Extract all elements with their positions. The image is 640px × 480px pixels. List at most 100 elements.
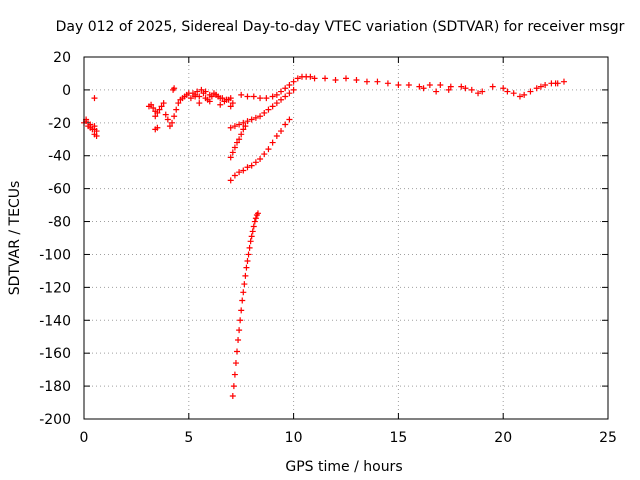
data-point	[91, 95, 98, 102]
data-point	[322, 75, 329, 82]
data-point	[227, 95, 234, 102]
data-point	[263, 95, 270, 102]
data-point	[166, 123, 173, 130]
y-tick-label: -20	[48, 116, 71, 132]
data-point	[239, 297, 246, 304]
data-point	[244, 164, 251, 171]
data-point	[420, 85, 427, 92]
data-point	[257, 95, 264, 102]
data-point	[552, 80, 559, 87]
data-point	[230, 383, 237, 390]
y-tick-label: -160	[39, 346, 71, 362]
y-tick-label: -60	[48, 182, 71, 198]
data-point	[173, 106, 180, 113]
data-point	[246, 244, 253, 251]
data-point	[384, 80, 391, 87]
data-point	[169, 119, 176, 126]
data-point	[416, 83, 423, 90]
data-point	[160, 100, 167, 107]
data-point	[245, 251, 252, 258]
y-tick-label: -180	[39, 379, 71, 395]
x-tick-label: 5	[184, 430, 193, 446]
data-point	[240, 119, 247, 126]
data-point	[235, 337, 242, 344]
data-point	[227, 103, 234, 110]
data-point	[257, 113, 264, 120]
data-point	[154, 124, 161, 131]
data-point	[251, 218, 258, 225]
data-point	[206, 91, 213, 98]
data-point	[234, 348, 241, 355]
data-point	[241, 281, 248, 288]
data-point	[395, 81, 402, 88]
data-point	[236, 136, 243, 143]
data-point	[231, 371, 238, 378]
y-tick-label: 0	[62, 83, 71, 99]
data-point	[458, 83, 465, 90]
data-point	[479, 88, 486, 95]
x-tick-label: 20	[494, 430, 512, 446]
data-point	[202, 95, 209, 102]
data-point	[533, 85, 540, 92]
data-point	[278, 88, 285, 95]
data-point	[290, 78, 297, 85]
data-point	[229, 392, 236, 399]
series-pre-dawn	[145, 85, 236, 133]
data-point	[353, 77, 360, 84]
data-point	[537, 83, 544, 90]
data-point	[250, 93, 257, 100]
data-point	[273, 132, 280, 139]
data-point	[219, 95, 226, 102]
data-point	[242, 123, 249, 130]
data-point	[93, 132, 100, 139]
data-point	[213, 91, 220, 98]
data-point	[437, 81, 444, 88]
data-point	[236, 169, 243, 176]
data-point	[227, 177, 234, 184]
series-rising-arc-3	[227, 123, 249, 161]
data-point	[202, 88, 209, 95]
data-point	[194, 88, 201, 95]
data-point	[240, 126, 247, 133]
data-point	[252, 114, 259, 121]
data-point	[374, 78, 381, 85]
data-point	[231, 123, 238, 130]
data-point	[231, 172, 238, 179]
data-point	[527, 88, 534, 95]
data-point	[206, 98, 213, 105]
y-tick-label: -120	[39, 280, 71, 296]
plot-frame	[83, 56, 609, 420]
data-point	[156, 106, 163, 113]
data-point	[229, 149, 236, 156]
data-point	[265, 146, 272, 153]
data-point	[175, 100, 182, 107]
data-point	[286, 90, 293, 97]
data-point	[261, 151, 268, 158]
data-point	[286, 116, 293, 123]
data-point	[294, 75, 301, 82]
data-point	[462, 85, 469, 92]
data-point	[475, 90, 482, 97]
data-point	[282, 93, 289, 100]
data-point	[158, 103, 165, 110]
data-point	[500, 85, 507, 92]
data-point	[192, 93, 199, 100]
data-point	[363, 78, 370, 85]
data-point	[269, 103, 276, 110]
data-point	[560, 78, 567, 85]
chart-title: Day 012 of 2025, Sidereal Day-to-day VTE…	[56, 19, 625, 35]
data-point	[489, 83, 496, 90]
series-rising-arc-2	[227, 116, 293, 184]
data-point	[238, 131, 245, 138]
data-point	[278, 96, 285, 103]
data-point	[249, 228, 256, 235]
data-point	[445, 86, 452, 93]
data-point	[447, 83, 454, 90]
data-point	[229, 100, 236, 107]
data-point	[282, 85, 289, 92]
data-point	[343, 75, 349, 82]
data-point	[87, 121, 94, 128]
y-axis-label: SDTVAR / TECUs	[7, 181, 23, 296]
data-point	[282, 121, 289, 128]
series-steep-descent	[229, 210, 261, 399]
